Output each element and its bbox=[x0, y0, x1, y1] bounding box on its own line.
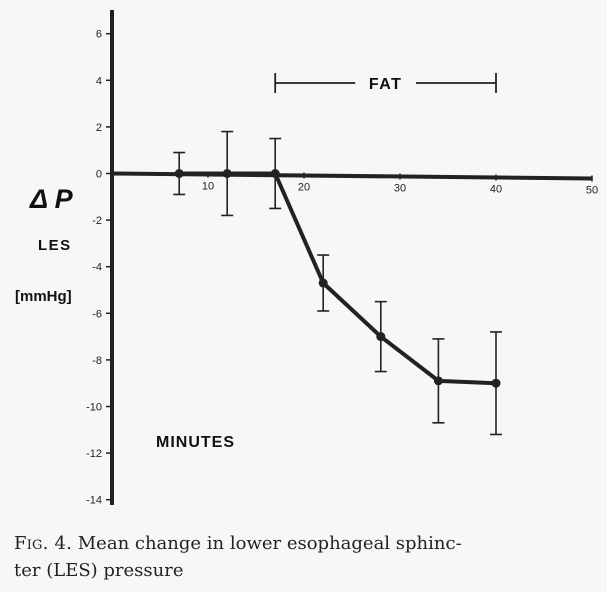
x-tick-label: 20 bbox=[298, 182, 310, 194]
figure-number: Fig. 4. bbox=[14, 533, 73, 554]
y-tick-label: 4 bbox=[96, 75, 102, 87]
data-point bbox=[222, 169, 232, 178]
x-tick-label: 40 bbox=[490, 184, 502, 196]
y-tick-label: -10 bbox=[86, 402, 102, 414]
data-point bbox=[270, 169, 280, 178]
axes-layer bbox=[110, 10, 593, 505]
y-tick-label: -14 bbox=[86, 495, 102, 507]
data-point bbox=[433, 376, 443, 386]
y-axis-unit: [mmHg] bbox=[15, 288, 72, 305]
annotation-layer: FAT bbox=[274, 73, 497, 93]
y-tick-label: -12 bbox=[86, 448, 102, 460]
figure-caption-text: Mean change in lower esophageal sphinc- … bbox=[14, 533, 462, 581]
x-tick-label: 30 bbox=[394, 183, 406, 195]
y-axis-title: Δ P bbox=[29, 184, 74, 214]
data-point bbox=[174, 169, 184, 178]
x-tick-label: 10 bbox=[202, 181, 214, 193]
data-point bbox=[376, 332, 386, 342]
annotation-label: FAT bbox=[369, 76, 403, 93]
y-tick-label: 0 bbox=[96, 169, 102, 181]
series-layer bbox=[173, 130, 502, 436]
y-tick-label: -2 bbox=[92, 215, 102, 227]
y-axis-subtitle: LES bbox=[38, 237, 72, 254]
y-tick-label: -4 bbox=[92, 262, 102, 274]
y-tick-label: 2 bbox=[96, 122, 102, 134]
y-tick-label: -8 bbox=[92, 355, 102, 367]
y-tick-label: 6 bbox=[96, 29, 102, 41]
data-point bbox=[318, 278, 328, 288]
y-tick-label: -6 bbox=[92, 308, 102, 320]
figure-caption: Fig. 4. Mean change in lower esophageal … bbox=[14, 530, 599, 584]
x-axis-title: MINUTES bbox=[156, 434, 235, 451]
data-point bbox=[491, 378, 501, 388]
x-tick-label: 50 bbox=[586, 185, 598, 197]
